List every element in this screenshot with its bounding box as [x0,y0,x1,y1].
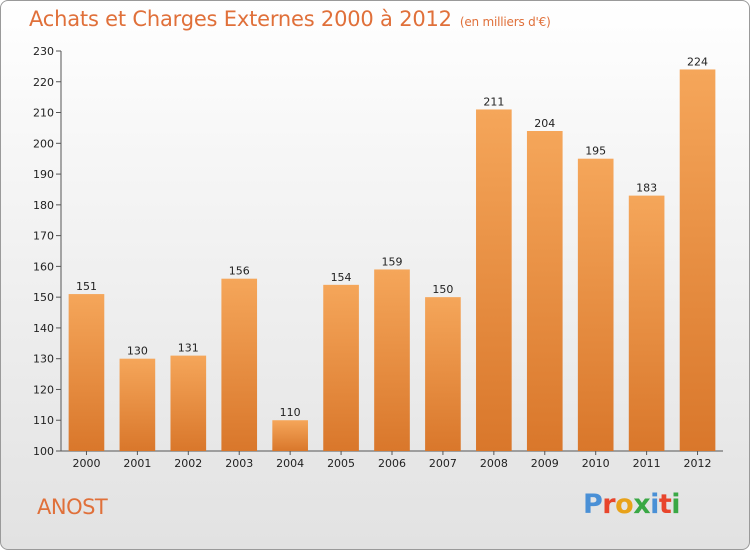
y-tick-label: 130 [33,353,54,366]
bar [272,420,308,451]
x-tick-label: 2010 [582,457,610,470]
commune-name: ANOST [37,495,108,519]
bar-value-label: 110 [280,406,301,419]
bar [679,69,716,451]
bar [577,158,614,451]
bar-value-label: 183 [636,182,657,195]
logo-letter: r [602,489,616,520]
chart-subtitle: (en milliers d'€) [459,15,551,29]
bar-value-label: 204 [534,117,555,130]
x-tick-label: 2002 [174,457,202,470]
bar-value-label: 131 [178,342,199,355]
bar [119,358,156,451]
y-tick-label: 170 [33,230,54,243]
x-tick-label: 2003 [225,457,253,470]
logo-letter: i [671,489,681,520]
y-axis: 100 110 120 130 140 150 160 170 180 190 200 210 220 2… [33,45,62,458]
bar [425,297,461,451]
x-tick-label: 2011 [633,457,661,470]
y-tick-label: 200 [33,137,54,150]
y-tick-label: 210 [33,107,54,120]
bar [628,195,665,451]
bar-value-label: 159 [382,255,403,268]
y-tick-label: 220 [33,76,54,89]
y-tick-label: 190 [33,168,54,181]
bar [68,294,105,451]
bar-value-label: 150 [432,283,453,296]
x-tick-label: 2005 [327,457,355,470]
logo-letter: x [633,489,651,520]
x-axis: 2000 2001 2002 2003 2004 2005 2006 2007 2008 2009… [61,450,723,470]
bar-value-label: 224 [687,55,708,68]
y-tick-label: 140 [33,322,54,335]
bar [323,284,359,451]
bar [170,355,207,451]
bar-value-label: 154 [331,271,352,284]
y-tick-label: 110 [33,414,54,427]
x-tick-label: 2001 [123,457,151,470]
logo-letter: o [615,489,634,520]
y-tick-label: 150 [33,291,54,304]
logo-letter: i [650,489,659,520]
y-tick-label: 230 [33,45,54,58]
bar-value-label: 151 [76,280,97,293]
bar [374,269,410,451]
chart-title-line: Achats et Charges Externes 2000 à 2012 (e… [29,7,551,31]
bar-value-label: 156 [229,265,250,278]
proxiti-logo[interactable]: Proxiti [583,489,681,520]
x-tick-label: 2008 [480,457,508,470]
y-tick-label: 180 [33,199,54,212]
bar [476,109,512,451]
bar [221,278,258,451]
y-tick-label: 120 [33,383,54,396]
chart-title: Achats et Charges Externes 2000 à 2012 [29,7,452,31]
x-tick-label: 2007 [429,457,457,470]
logo-letter: t [658,489,672,520]
x-tick-label: 2012 [684,457,712,470]
x-tick-label: 2004 [276,457,304,470]
y-tick-label: 100 [33,445,54,458]
bar [526,131,563,451]
bar-value-label: 211 [483,95,504,108]
x-tick-label: 2009 [531,457,559,470]
x-tick-label: 2000 [72,457,100,470]
bar-value-label: 195 [585,145,606,158]
bar-value-label: 130 [127,345,148,358]
bars: 151 130 131 156 110 154 159 150 211 204 195 183 224 [68,55,716,451]
y-tick-label: 160 [33,260,54,273]
logo-letter: P [583,489,603,520]
x-tick-label: 2006 [378,457,406,470]
